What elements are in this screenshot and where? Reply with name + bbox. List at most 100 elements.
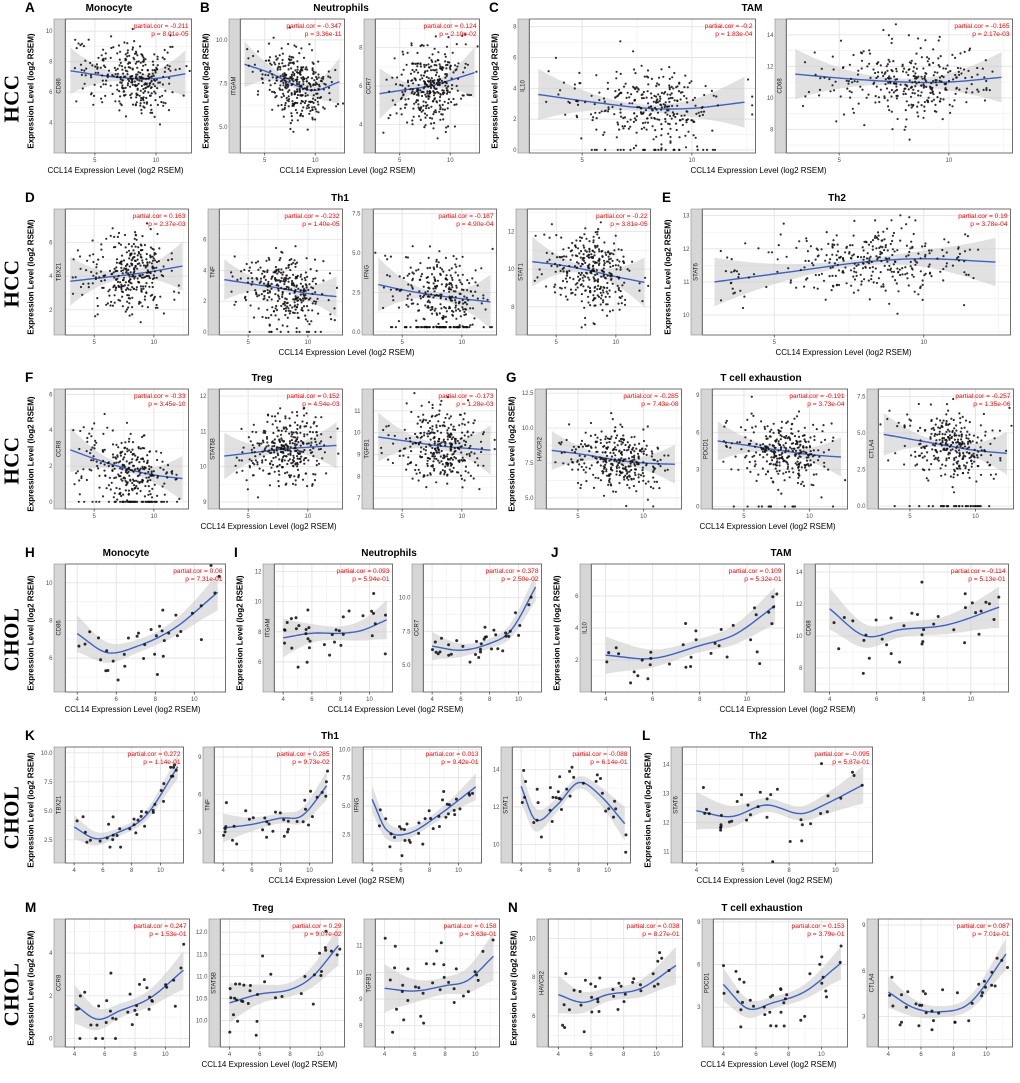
loess-line xyxy=(74,969,184,1021)
y-tick-label: 6 xyxy=(258,660,262,666)
panel-C: C TAM Expression Level (log2 RSEM) IL10 5 10 0… xyxy=(488,0,1016,175)
figure-row: CHOL K Th1 Expression Level (log2 RSEM) TBX2… xyxy=(0,728,1020,903)
x-tick-label: 5 xyxy=(93,158,97,164)
partial-cor-annotation: partial.cor = 0.124 xyxy=(424,23,477,30)
y-tick-label: 6 xyxy=(203,238,207,244)
panel-letter: G xyxy=(506,370,517,385)
facet-strip xyxy=(53,208,66,336)
facet-strip xyxy=(363,18,376,154)
cancer-type-label: HCC xyxy=(0,258,24,308)
partial-cor-annotation: partial.cor = -0.187 xyxy=(438,213,493,220)
panel-letter: J xyxy=(551,545,559,560)
y-tick-label: 0.0 xyxy=(857,504,866,510)
y-tick-label: 6 xyxy=(575,594,579,600)
scatter-points xyxy=(533,221,650,329)
gene-strip-label: CD68 xyxy=(778,78,784,94)
x-tick-label: 8 xyxy=(952,1052,956,1058)
p-value-annotation: p = 1.28e-03 xyxy=(456,401,494,408)
p-value-annotation: p = 1.35e-06 xyxy=(973,401,1011,408)
x-tick-label: 10 xyxy=(743,697,750,703)
x-tick-label: 6 xyxy=(548,868,552,874)
gene-strip-label: STAT6 xyxy=(694,262,700,280)
x-tick-label: 10 xyxy=(153,158,160,164)
y-tick-label: 7 xyxy=(357,496,361,502)
facet-strip xyxy=(411,563,424,693)
p-value-annotation: p = 6.14e-01 xyxy=(590,759,628,766)
partial-cor-annotation: partial.cor = 0.152 xyxy=(287,393,340,400)
y-tick-label: 4 xyxy=(49,951,53,957)
y-axis-title-text: Expression Level (log2 RSEM) xyxy=(235,575,244,691)
panel-G: G T cell exhaustion Expression Level (log2… xyxy=(505,370,1017,531)
y-tick-label: 6 xyxy=(359,84,363,90)
x-tick-label: 10 xyxy=(806,514,813,520)
panel-body: Expression Level (log2 RSEM) CD86 5 10 4 6 8 10… xyxy=(24,17,194,165)
panel-B: B Neutrophils Expression Level (log2 RSEM)… xyxy=(199,0,483,175)
y-tick-label: 12 xyxy=(767,64,774,70)
y-tick-label: 6 xyxy=(49,241,53,247)
y-tick-label: 14 xyxy=(796,570,803,576)
subplot-ifng: IFNG 5 10 0.0 2.5 5.0 7.5 partial.cor = -0.187 p… xyxy=(345,207,499,347)
x-axis-title: CCL14 Expression Level (log2 RSEM) xyxy=(201,1060,338,1069)
panel-letter: H xyxy=(25,545,35,560)
panel-letter: I xyxy=(234,545,238,560)
subplot-il10: IL10 4 6 8 10 2 4 6 partial.cor = 0.109 p = 5.32e… xyxy=(563,562,787,704)
panel-body: Expression Level (log2 RSEM) TBX21 4 6 8 10 2.… xyxy=(24,745,636,875)
x-axis-title: CCL14 Expression Level (log2 RSEM) xyxy=(775,348,912,357)
partial-cor-annotation: partial.cor = -0.285 xyxy=(623,393,678,400)
panel-D: D Th1 Expression Level (log2 RSEM) TBX21 5 10… xyxy=(24,190,656,357)
panel-header: D Th1 xyxy=(24,190,656,207)
panel-title: T cell exhaustion xyxy=(720,373,802,384)
y-axis-title-text: Expression Level (log2 RSEM) xyxy=(552,575,561,691)
y-tick-label: 2.5 xyxy=(857,467,866,473)
y-axis-title: Expression Level (log2 RSEM) xyxy=(199,17,212,165)
facet-strip xyxy=(866,918,879,1048)
p-value-annotation: p = 3.78e-04 xyxy=(970,221,1008,228)
x-tick-label: 6 xyxy=(459,697,463,703)
x-axis-title: CCL14 Expression Level (log2 RSEM) xyxy=(268,876,405,885)
partial-cor-annotation: partial.cor = 0.06 xyxy=(173,568,223,575)
p-value-annotation: p = 1.83e-04 xyxy=(715,31,753,38)
loess-line xyxy=(887,953,1007,1013)
y-tick-label: 0 xyxy=(696,505,700,511)
scatter-svg: STAT6 4 6 8 10 11 12 13 14 partial.cor = -0.095p … xyxy=(663,746,873,874)
subplot-stat1: STAT1 4 6 8 10 10 12 14 partial.cor = -0.088 p = … xyxy=(484,745,633,875)
scatter-points xyxy=(77,564,221,682)
y-tick-label: 12.5 xyxy=(522,391,534,397)
gene-strip-label: IFNG xyxy=(365,265,371,280)
loess-line xyxy=(829,606,1000,638)
y-tick-label: 10.0 xyxy=(216,38,228,44)
x-tick-label: 10 xyxy=(972,514,979,520)
partial-cor-annotation: partial.cor = 0.163 xyxy=(133,213,186,220)
p-value-annotation: p = 8.01e-05 xyxy=(151,31,189,38)
scatter-points xyxy=(554,412,670,508)
y-axis-title: Expression Level (log2 RSEM) xyxy=(24,562,37,704)
y-tick-label: 9 xyxy=(697,920,701,926)
panel-letter: B xyxy=(200,0,210,15)
subplot-stat6: STAT6 4 6 8 10 11 12 13 14 partial.cor = -0.095 p … xyxy=(654,745,875,875)
partial-cor-annotation: partial.cor = 0.153 xyxy=(792,923,845,930)
x-tick-label: 8 xyxy=(922,697,926,703)
facet-strip xyxy=(208,918,221,1048)
ci-band xyxy=(795,49,1002,103)
x-tick-label: 4 xyxy=(519,868,523,874)
scatter-points xyxy=(246,26,345,133)
subplot-ctla4: CTLA4 4 6 8 10 3 6 9 partial.cor = 0.087 p = 7.01… xyxy=(850,917,1015,1059)
x-tick-label: 10 xyxy=(305,514,312,520)
x-tick-label: 5 xyxy=(742,514,746,520)
y-tick-label: 9 xyxy=(862,923,866,929)
panel-header: E Th2 xyxy=(661,190,1013,207)
y-tick-label: 3 xyxy=(198,830,202,836)
y-tick-label: 10 xyxy=(46,581,53,587)
facet-strip xyxy=(579,563,592,693)
facet-strip xyxy=(517,18,530,154)
subplot-ctla4: CTLA4 5 10 0.0 2.5 5.0 7.5 partial.cor = -0.257… xyxy=(850,387,1016,521)
subplot-stat5b: STAT5B 5 10 9 10 11 12 partial.cor = 0.152 p = 4… xyxy=(191,387,345,521)
panel-header: G T cell exhaustion xyxy=(505,370,1017,387)
y-tick-label: 9 xyxy=(357,452,361,458)
p-value-annotation: p = 3.63e-01 xyxy=(459,931,497,938)
scatter-points xyxy=(722,944,843,1029)
loess-line xyxy=(696,784,864,818)
ci-band xyxy=(521,769,625,841)
y-tick-label: 12 xyxy=(663,820,670,826)
